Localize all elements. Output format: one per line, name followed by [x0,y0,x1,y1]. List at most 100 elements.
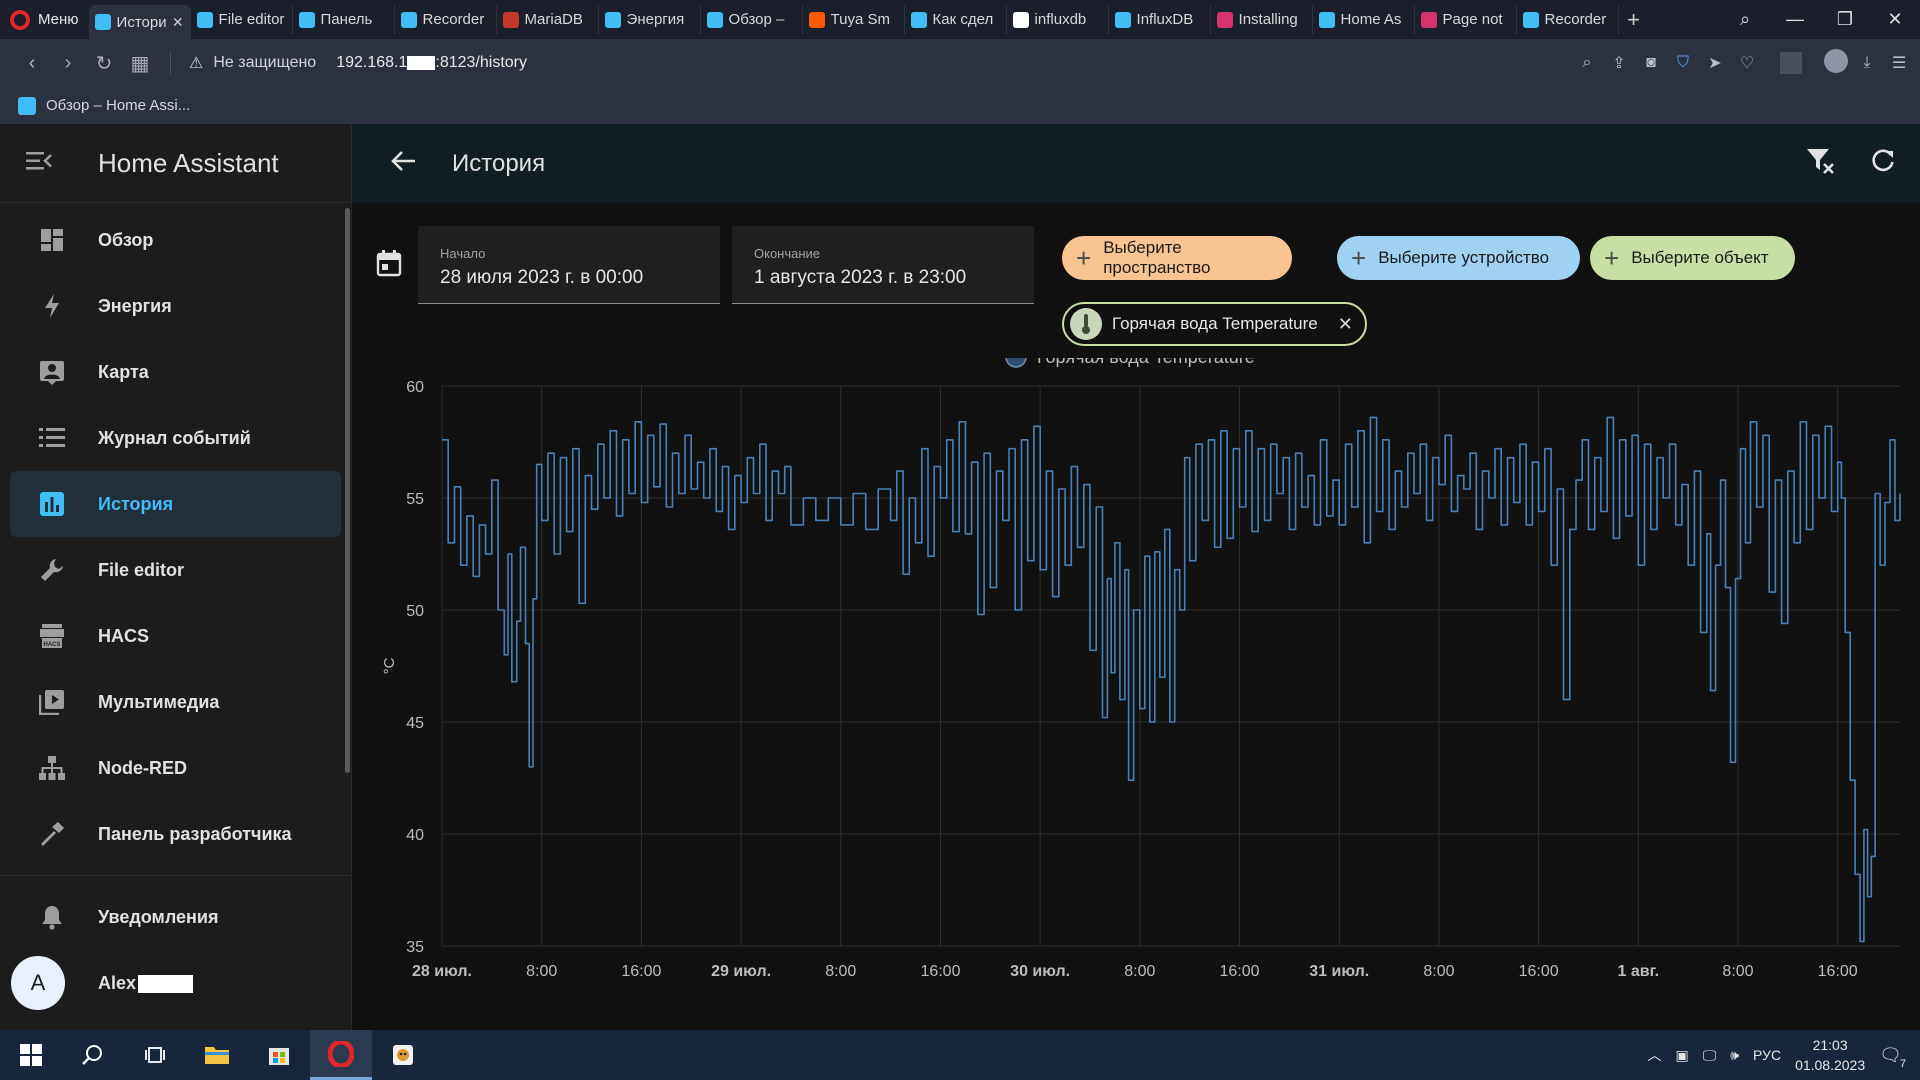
choose-entity-button[interactable]: + Выберите объект [1590,236,1795,280]
sidebar-item-6[interactable]: File editor [0,537,351,603]
browser-tab[interactable]: Recorder [395,4,497,35]
browser-search-icon[interactable]: ⌕ [1739,9,1751,29]
tab-title: Page not [1442,11,1503,28]
browser-tab[interactable]: Home As [1313,4,1415,35]
back-nav-icon[interactable]: ‹ [28,51,36,74]
history-chart[interactable]: Горячая вода Temperature 35 40 45 50 55 60 28 и… [352,358,1920,998]
windows-taskbar: ︿ ▣ 🖵 🕪 РУС 21:03 01.08.2023 🗨 7 [0,1030,1920,1080]
profile-avatar-icon[interactable] [1824,48,1848,78]
send-icon[interactable]: ➤ [1708,55,1722,72]
sidebar-item-4[interactable]: Журнал событий [0,405,351,471]
browser-tab[interactable]: MariaDB [497,4,599,35]
browser-tab[interactable]: Page not [1415,4,1517,35]
sitemap-icon [38,754,66,782]
sidebar-item-profile[interactable]: A Alex [0,950,351,1016]
chart-legend[interactable]: Горячая вода Temperature [1005,358,1255,368]
selected-entity-chip[interactable]: Горячая вода Temperature ✕ [1062,302,1367,346]
network-icon[interactable]: 🖵 [1702,1046,1717,1063]
heart-icon[interactable]: ♡ [1739,55,1755,72]
new-tab-icon[interactable]: + [1627,6,1640,32]
browser-tab[interactable]: Как сдел [905,4,1007,35]
browser-tab[interactable]: File editor [191,4,293,35]
calendar-icon[interactable] [376,249,402,282]
browser-tab[interactable]: Обзор – [701,4,803,35]
close-window-icon[interactable]: ✕ [1887,9,1903,29]
sidebar-item-label: Журнал событий [98,427,251,448]
app-taskbar-icon[interactable] [372,1030,434,1080]
store-icon[interactable] [248,1030,310,1080]
menu-collapse-icon[interactable] [0,151,78,176]
tray-defender-icon[interactable]: ▣ [1675,1046,1689,1063]
avatar: A [11,956,65,1010]
opera-taskbar-icon[interactable] [310,1030,372,1080]
taskbar-clock[interactable]: 21:03 01.08.2023 [1795,1035,1865,1075]
thermometer-icon [1070,308,1102,340]
system-tray: ︿ ▣ 🖵 🕪 РУС 21:03 01.08.2023 🗨 7 [1647,1030,1920,1080]
filter-remove-icon[interactable] [1806,147,1836,180]
url-field[interactable]: 192.168.1:8123/history [336,54,527,72]
start-date-value: 28 июля 2023 г. в 00:00 [440,267,644,288]
file-explorer-icon[interactable] [186,1030,248,1080]
sidebar-item-notifications[interactable]: Уведомления [0,884,351,950]
browser-tab[interactable]: Энергия [599,4,701,35]
map-person-icon [38,358,66,386]
app-title: Home Assistant [98,147,279,178]
sidebar-item-3[interactable]: Карта [0,339,351,405]
tab-favicon-icon [706,11,723,28]
download-icon[interactable]: ⤓ [1863,54,1871,71]
tab-title: Recorder [422,11,485,28]
x-tick-label: 16:00 [920,963,960,980]
search-icon[interactable] [62,1030,124,1080]
share-icon[interactable]: ⇪ [1612,55,1626,72]
browser-menu-button[interactable]: Меню [0,0,89,39]
browser-tab-bar: Меню История ✕ File editor Панель Recorder Ma… [0,0,1920,39]
back-button[interactable] [366,150,442,177]
sidebar-item-label: File editor [98,559,185,580]
sidebar-item-2[interactable]: Энергия [0,273,351,339]
forward-nav-icon[interactable]: › [64,51,72,74]
camera-icon[interactable]: ◙ [1646,54,1656,71]
tray-chevron-up-icon[interactable]: ︿ [1647,1047,1662,1063]
restore-icon[interactable]: ❐ [1836,9,1854,29]
sidebar-item-9[interactable]: Node-RED [0,735,351,801]
browser-tab[interactable]: История ✕ [88,5,191,39]
sidebar-item-7[interactable]: HACS HACS [0,603,351,669]
notification-center-icon[interactable]: 🗨 7 [1879,1044,1906,1070]
windows-start-icon[interactable] [0,1030,62,1080]
browser-tab[interactable]: Панель [293,4,395,35]
bookmark-item[interactable]: Обзор – Home Assi... [46,97,191,114]
browser-tab[interactable]: Recorder [1517,4,1619,35]
volume-icon[interactable]: 🕪 [1730,1046,1740,1063]
tab-favicon-icon [604,11,621,28]
sidebar-item-label: Мультимедиа [98,691,220,712]
input-language[interactable]: РУС [1753,1047,1782,1063]
sidebar-item-10[interactable]: Панель разработчика [0,801,351,867]
browser-tab[interactable]: Tuya Sm [803,4,905,35]
not-secure-label[interactable]: Не защищено [213,54,317,71]
remove-entity-icon[interactable]: ✕ [1337,313,1353,334]
easy-setup-icon[interactable]: ☰ [1891,55,1907,72]
start-date-field[interactable]: Начало 28 июля 2023 г. в 00:00 [418,226,720,304]
sidebar-item-5[interactable]: История [10,471,341,537]
choose-area-label: Выберите пространство [1103,238,1211,277]
tab-grid-icon[interactable]: ▦ [130,52,150,75]
refresh-icon[interactable] [1870,148,1896,179]
sidebar-item-8[interactable]: Мультимедиа [0,669,351,735]
browser-tab[interactable]: influxdb [1007,4,1109,35]
minimize-icon[interactable]: — [1786,9,1804,29]
choose-area-button[interactable]: + Выберите пространство [1062,236,1292,280]
choose-device-button[interactable]: + Выберите устройство [1337,236,1580,280]
warning-triangle-icon[interactable]: ⚠ [189,55,204,72]
reload-icon[interactable]: ↻ [95,52,113,75]
browser-tab[interactable]: InfluxDB [1109,4,1211,35]
vpn-shield-icon[interactable]: ⛉ [1676,54,1689,71]
x-tick-label: 8:00 [1722,963,1753,980]
browser-tab[interactable]: Installing [1211,4,1313,35]
close-tab-icon[interactable]: ✕ [171,13,184,30]
zoom-icon[interactable]: ⌕ [1582,54,1592,71]
sidebar-scrollbar[interactable] [345,208,350,773]
sidebar-item-1[interactable]: Обзор [0,207,351,273]
task-view-icon[interactable] [124,1030,186,1080]
series-line-0[interactable] [442,416,1901,943]
end-date-field[interactable]: Окончание 1 августа 2023 г. в 23:00 [732,226,1034,304]
